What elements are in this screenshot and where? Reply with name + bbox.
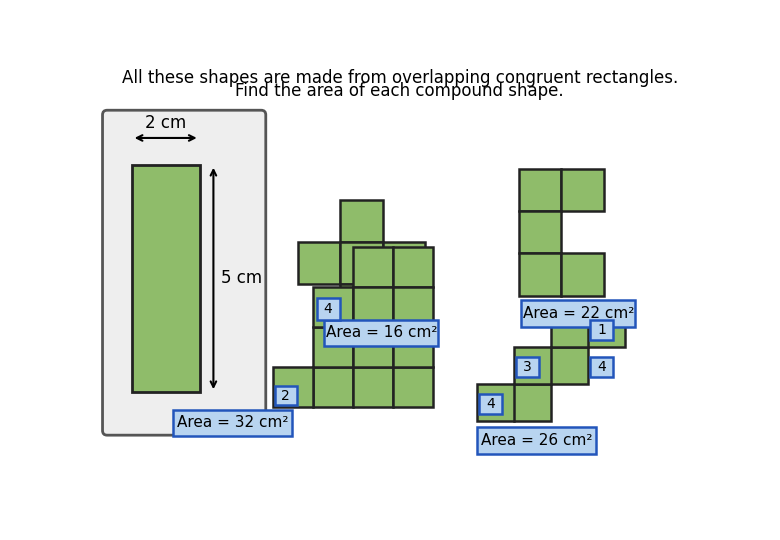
Text: 2 cm: 2 cm xyxy=(145,114,186,132)
FancyBboxPatch shape xyxy=(324,320,438,346)
FancyBboxPatch shape xyxy=(590,357,613,377)
FancyBboxPatch shape xyxy=(521,300,636,327)
FancyBboxPatch shape xyxy=(516,357,539,377)
Text: 4: 4 xyxy=(486,397,495,411)
Bar xyxy=(519,211,562,253)
FancyBboxPatch shape xyxy=(275,386,296,405)
Bar xyxy=(514,347,587,383)
Bar xyxy=(353,287,393,327)
Bar xyxy=(340,242,383,284)
FancyBboxPatch shape xyxy=(102,110,266,435)
Text: All these shapes are made from overlapping congruent rectangles.: All these shapes are made from overlappi… xyxy=(122,69,678,86)
Text: 5 cm: 5 cm xyxy=(221,269,262,287)
Bar xyxy=(353,367,393,408)
Bar xyxy=(562,253,604,296)
Text: Area = 22 cm²: Area = 22 cm² xyxy=(523,306,634,321)
Bar xyxy=(519,168,562,211)
FancyBboxPatch shape xyxy=(477,428,596,454)
Text: Find the area of each compound shape.: Find the area of each compound shape. xyxy=(236,82,564,100)
Bar xyxy=(340,284,383,327)
Text: Area = 26 cm²: Area = 26 cm² xyxy=(480,433,592,448)
FancyBboxPatch shape xyxy=(590,320,613,340)
Bar xyxy=(273,367,313,408)
Bar xyxy=(298,242,340,284)
Text: 2: 2 xyxy=(282,388,290,402)
Text: 4: 4 xyxy=(324,302,332,316)
Bar xyxy=(477,383,551,421)
Bar xyxy=(393,367,433,408)
Text: 4: 4 xyxy=(597,360,606,374)
FancyBboxPatch shape xyxy=(479,394,502,414)
Bar xyxy=(393,327,433,367)
Bar xyxy=(313,327,353,367)
Bar xyxy=(393,287,433,327)
Bar xyxy=(383,242,425,284)
Text: 3: 3 xyxy=(523,360,532,374)
Bar xyxy=(313,367,353,408)
Text: 1: 1 xyxy=(597,323,606,338)
Text: Area = 16 cm²: Area = 16 cm² xyxy=(325,325,437,340)
Bar xyxy=(132,165,200,392)
Bar xyxy=(551,309,625,347)
Bar xyxy=(353,327,393,367)
Text: Area = 32 cm²: Area = 32 cm² xyxy=(176,415,288,430)
Bar xyxy=(393,247,433,287)
Bar xyxy=(353,247,393,287)
Bar xyxy=(313,287,353,327)
FancyBboxPatch shape xyxy=(172,410,292,436)
Bar xyxy=(340,200,383,242)
Bar xyxy=(562,168,604,211)
Bar xyxy=(519,253,562,296)
FancyBboxPatch shape xyxy=(317,298,340,320)
